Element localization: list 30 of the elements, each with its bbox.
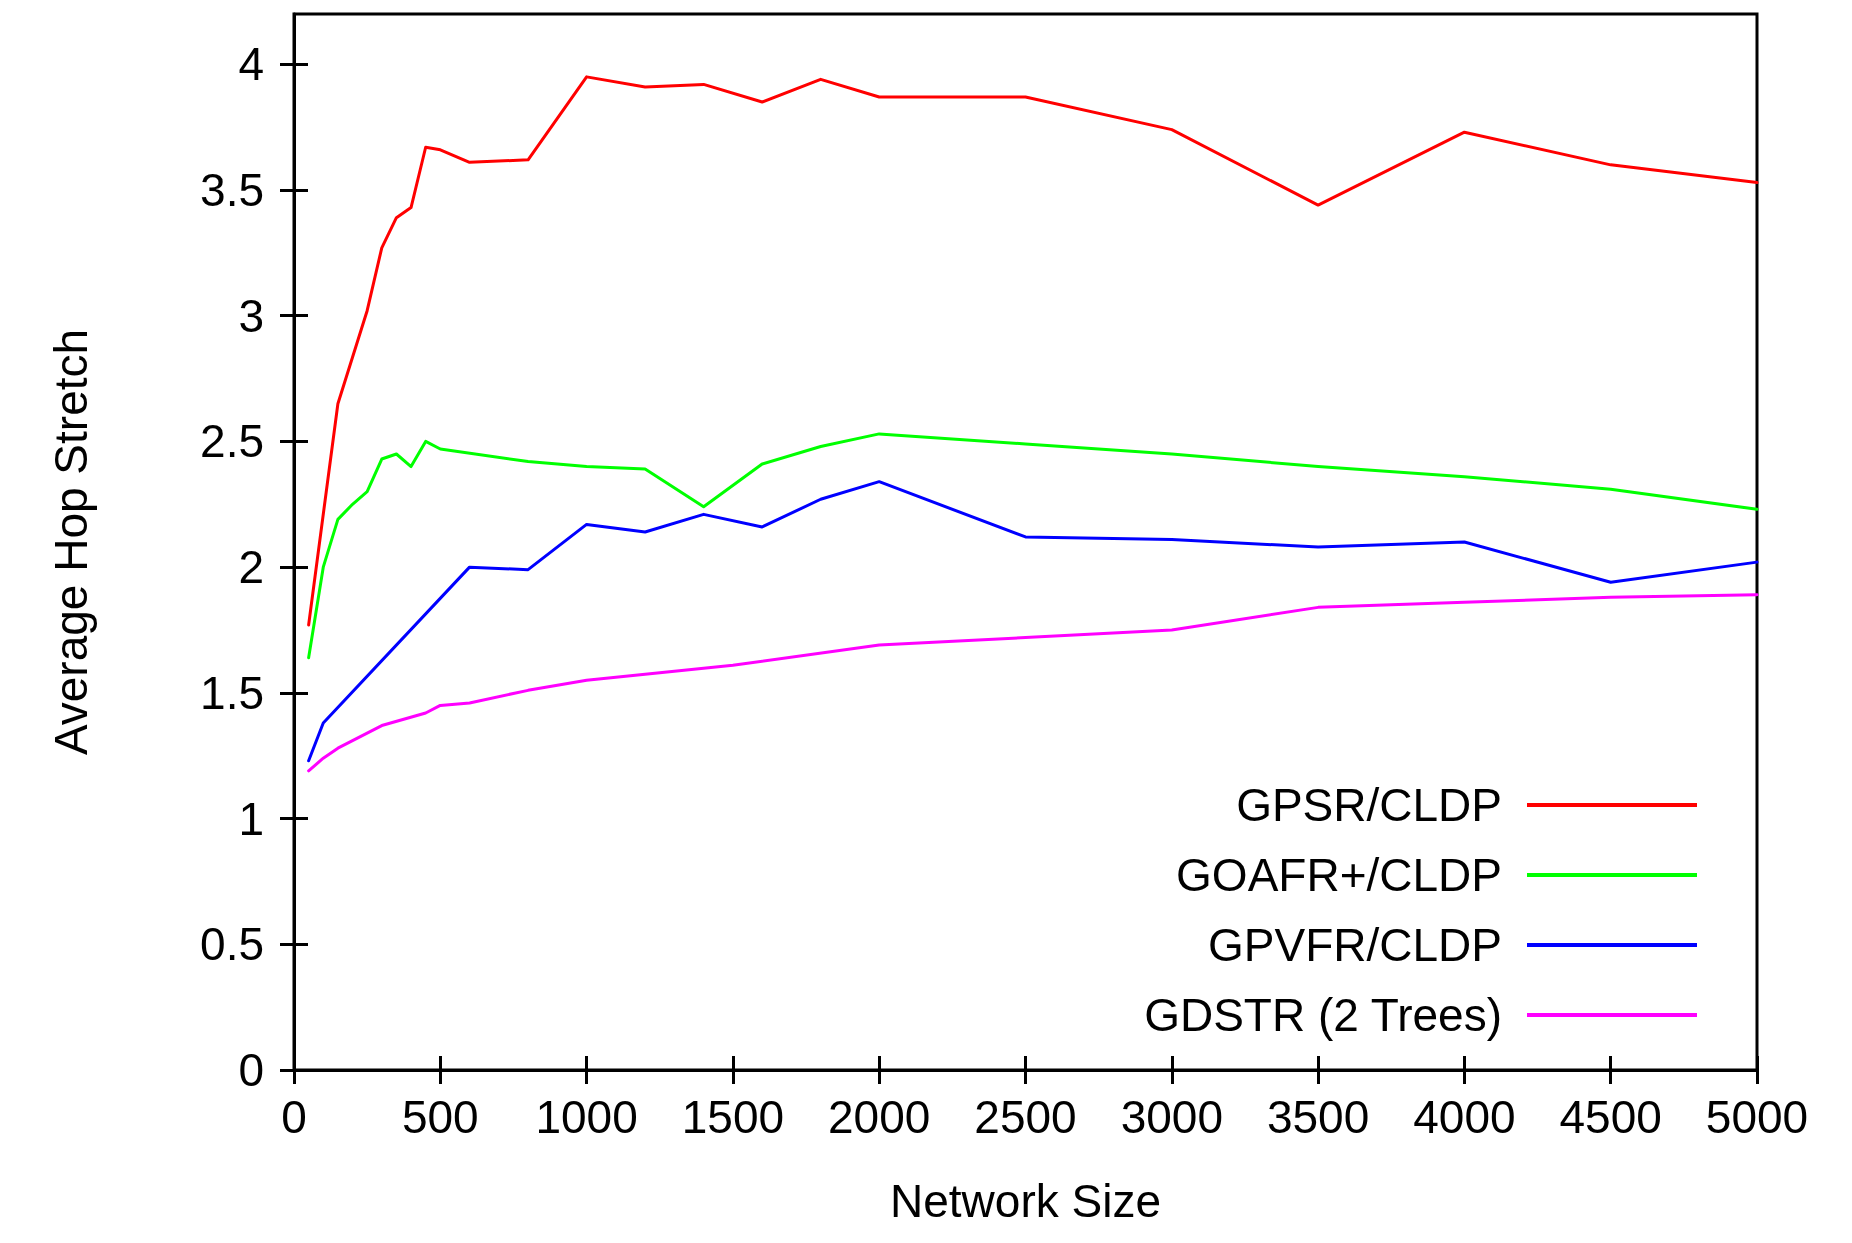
- x-tick-label: 500: [401, 1091, 479, 1143]
- x-tick-label: 2000: [828, 1091, 931, 1143]
- x-tick-label: 5000: [1705, 1091, 1809, 1143]
- x-tick-label: 3500: [1266, 1091, 1370, 1143]
- y-tick-label: 1: [238, 792, 264, 845]
- y-axis-title: Average Hop Stretch: [45, 328, 97, 756]
- line-series: [307, 75, 1759, 627]
- x-tick-label: 0: [281, 1091, 307, 1143]
- y-tick-label: 2: [238, 541, 264, 594]
- y-tick-label: 3: [238, 289, 264, 342]
- x-tick-label: 3000: [1120, 1091, 1223, 1143]
- legend-label: GDSTR (2 Trees): [1144, 989, 1502, 1041]
- x-tick-label: 1500: [681, 1091, 785, 1143]
- y-tick-label: 1.5: [200, 666, 264, 719]
- x-tick-label: 4000: [1413, 1091, 1516, 1143]
- y-tick-label: 3.5: [200, 164, 264, 216]
- y-tick-label: 2.5: [200, 415, 264, 468]
- x-tick-label: 2500: [974, 1091, 1077, 1143]
- line-series: [307, 480, 1759, 763]
- y-tick-label: 4: [238, 38, 264, 91]
- x-axis-title: Network Size: [890, 1175, 1161, 1227]
- legend-label: GPVFR/CLDP: [1208, 919, 1502, 971]
- y-tick-label: 0: [238, 1044, 264, 1096]
- line-series: [307, 432, 1759, 660]
- x-tick-label: 1000: [535, 1091, 638, 1143]
- y-tick-label: 0.5: [200, 918, 264, 971]
- legend-label: GPSR/CLDP: [1236, 779, 1502, 831]
- x-tick-label: 4500: [1559, 1091, 1662, 1143]
- legend-label: GOAFR+/CLDP: [1176, 849, 1502, 901]
- line-series: [307, 593, 1759, 773]
